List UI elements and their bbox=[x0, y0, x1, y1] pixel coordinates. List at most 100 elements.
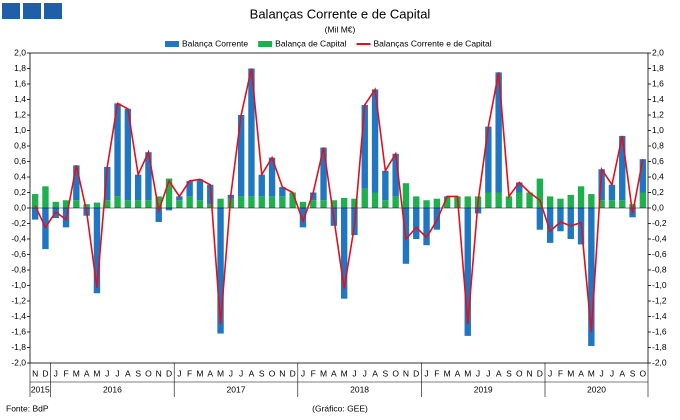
y-tick-label: -0,8 bbox=[11, 264, 26, 274]
legend-label: Balanças Corrente e de Capital bbox=[374, 38, 492, 48]
bar bbox=[134, 200, 142, 208]
bar bbox=[289, 192, 296, 208]
bar bbox=[546, 208, 554, 243]
x-tick-label: A bbox=[455, 368, 461, 378]
y-tick-label: -2,0 bbox=[11, 357, 26, 367]
legend-swatch bbox=[258, 41, 273, 47]
logo-square bbox=[23, 3, 41, 19]
x-tick-label: F bbox=[311, 368, 316, 378]
bar bbox=[176, 200, 183, 208]
bar bbox=[258, 174, 265, 197]
bar bbox=[516, 182, 523, 193]
x-tick-label: N bbox=[156, 368, 162, 378]
x-tick-label: J bbox=[177, 368, 181, 378]
x-tick-label: J bbox=[229, 368, 233, 378]
bar bbox=[83, 204, 90, 208]
bar bbox=[629, 204, 636, 208]
x-tick-label: S bbox=[383, 368, 389, 378]
bar bbox=[639, 192, 647, 208]
x-tick-label: D bbox=[42, 368, 48, 378]
bar bbox=[62, 200, 70, 208]
x-tick-label: N bbox=[279, 368, 285, 378]
bar bbox=[423, 200, 430, 208]
x-tick-label: J bbox=[301, 368, 305, 378]
x-tick-label: J bbox=[610, 368, 614, 378]
line-series bbox=[34, 68, 644, 333]
bar bbox=[145, 200, 152, 208]
bar bbox=[546, 196, 554, 208]
bar bbox=[114, 103, 121, 197]
bar bbox=[577, 186, 585, 208]
bar bbox=[608, 184, 616, 201]
y2-tick-label: -0,2 bbox=[652, 218, 667, 228]
y-tick-label: 1,4 bbox=[14, 94, 26, 104]
bar bbox=[42, 186, 49, 208]
year-label: 2020 bbox=[587, 384, 606, 394]
bar bbox=[567, 194, 574, 208]
bar bbox=[413, 208, 420, 239]
bar bbox=[392, 196, 399, 208]
bar bbox=[557, 198, 564, 208]
chart-subtitle: (Mil M€) bbox=[325, 24, 356, 34]
x-tick-label: J bbox=[363, 368, 367, 378]
y2-tick-label: 2,0 bbox=[652, 47, 664, 57]
x-tick-label: F bbox=[558, 368, 563, 378]
x-tick-label: D bbox=[413, 368, 419, 378]
x-tick-label: A bbox=[578, 368, 584, 378]
bar bbox=[361, 188, 368, 208]
bar bbox=[31, 208, 39, 220]
x-tick-label: J bbox=[424, 368, 428, 378]
y-tick-label: 0,0 bbox=[14, 202, 26, 212]
bar bbox=[495, 72, 502, 193]
x-tick-label: M bbox=[464, 368, 471, 378]
bar bbox=[279, 187, 286, 197]
bar bbox=[619, 200, 626, 208]
bar bbox=[320, 147, 327, 201]
y-tick-label: 0,2 bbox=[14, 187, 26, 197]
bar bbox=[371, 89, 379, 193]
y-tick-label: -1,6 bbox=[11, 326, 26, 336]
x-tick-label: J bbox=[105, 368, 109, 378]
bar bbox=[268, 196, 276, 208]
bar bbox=[485, 126, 492, 193]
y2-tick-label: -1,2 bbox=[652, 295, 667, 305]
y2-tick-label: 1,2 bbox=[652, 109, 664, 119]
x-tick-label: A bbox=[372, 368, 378, 378]
bar bbox=[134, 174, 142, 201]
bar bbox=[495, 192, 502, 208]
x-tick-label: D bbox=[290, 368, 296, 378]
bar bbox=[217, 208, 224, 334]
bar bbox=[608, 200, 616, 208]
x-tick-label: O bbox=[516, 368, 523, 378]
x-tick-label: M bbox=[588, 368, 595, 378]
bar bbox=[104, 166, 111, 201]
x-tick-label: A bbox=[84, 368, 90, 378]
y2-tick-label: 0,0 bbox=[652, 202, 664, 212]
y2-tick-label: -1,8 bbox=[652, 342, 667, 352]
bar bbox=[93, 202, 101, 208]
x-tick-label: A bbox=[619, 368, 625, 378]
x-tick-label: N bbox=[526, 368, 532, 378]
x-tick-label: J bbox=[54, 368, 58, 378]
y2-tick-label: -0,8 bbox=[652, 264, 667, 274]
bar bbox=[248, 196, 255, 208]
y-tick-label: 1,0 bbox=[14, 125, 26, 135]
bar bbox=[165, 208, 173, 211]
year-label: 2015 bbox=[31, 384, 50, 394]
bar bbox=[114, 196, 121, 208]
bar bbox=[464, 196, 471, 208]
x-tick-label: M bbox=[567, 368, 574, 378]
y2-tick-label: -0,4 bbox=[652, 233, 667, 243]
bar bbox=[433, 198, 441, 208]
bar bbox=[196, 200, 204, 208]
x-tick-label: A bbox=[125, 368, 131, 378]
y-tick-label: 0,6 bbox=[14, 156, 26, 166]
x-tick-label: M bbox=[93, 368, 100, 378]
bar bbox=[392, 153, 399, 197]
bar bbox=[145, 152, 152, 201]
x-tick-label: A bbox=[496, 368, 502, 378]
logo-square bbox=[2, 3, 20, 19]
bar bbox=[536, 208, 544, 230]
bar bbox=[279, 196, 286, 208]
bar bbox=[598, 169, 605, 201]
